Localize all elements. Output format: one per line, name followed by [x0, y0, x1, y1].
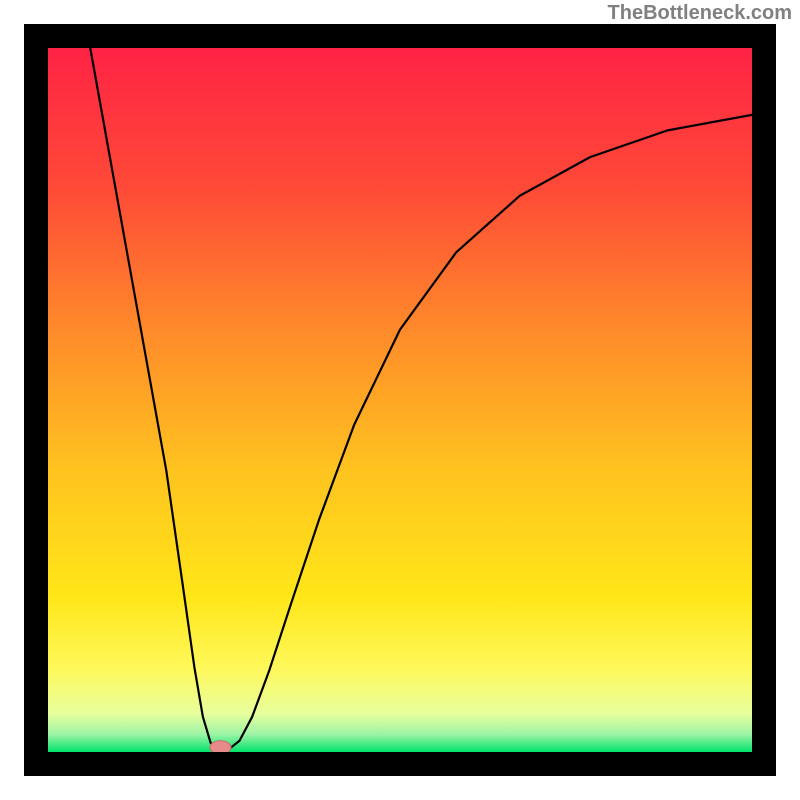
bottleneck-chart: TheBottleneck.com: [0, 0, 800, 800]
optimum-marker: [210, 741, 231, 752]
curve-layer: [48, 48, 752, 752]
bottleneck-curve: [90, 48, 752, 751]
plot-area: [48, 48, 752, 752]
watermark-text: TheBottleneck.com: [608, 2, 792, 25]
